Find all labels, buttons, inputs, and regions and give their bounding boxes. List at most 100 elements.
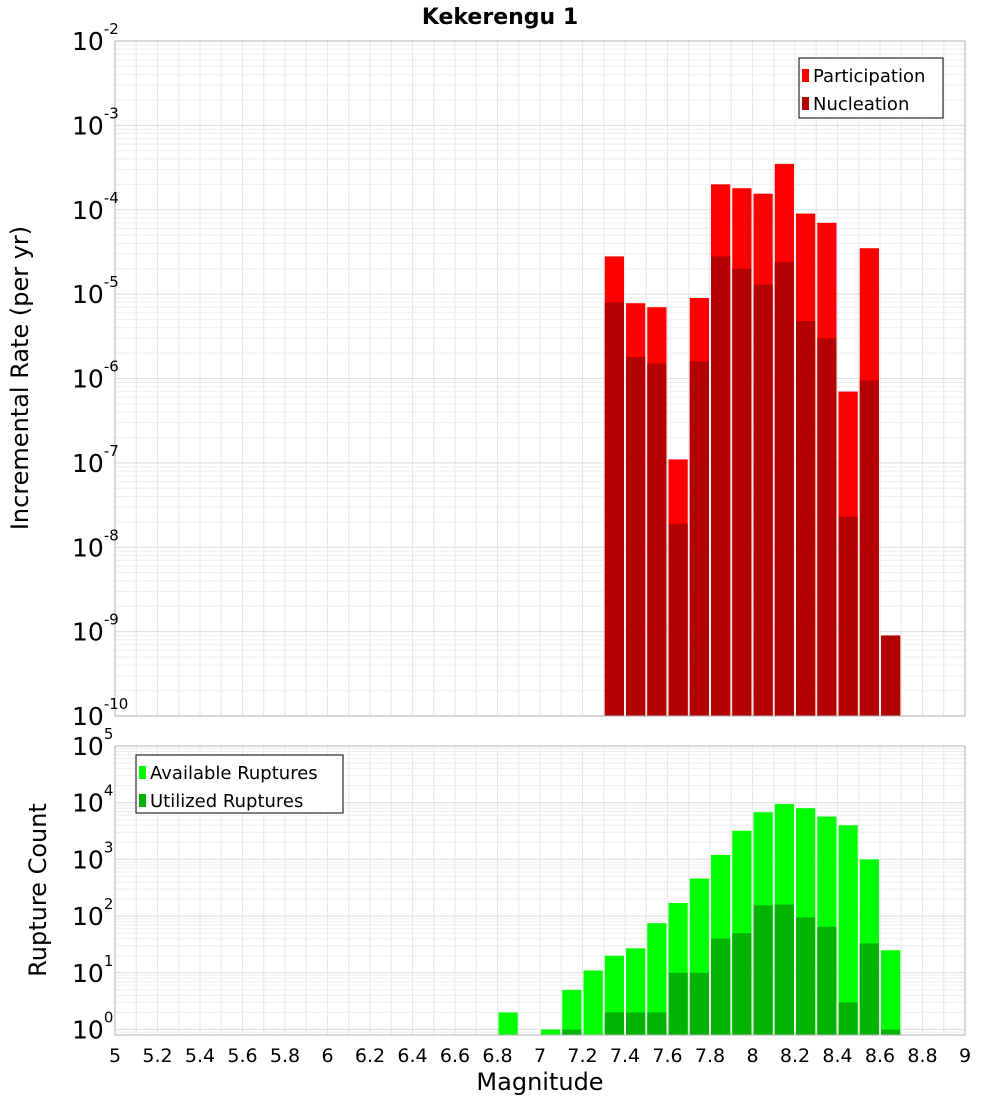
bottom-bar-utilized-ruptures	[626, 1012, 646, 1035]
top-legend-box	[798, 57, 944, 119]
y-tick-base: 10	[72, 1016, 104, 1045]
y-tick-exponent: 1	[104, 952, 114, 970]
y-tick-base: 10	[72, 959, 104, 988]
bottom-y-tick-label: 102	[72, 895, 113, 931]
bottom-bar-utilized-ruptures	[817, 926, 837, 1035]
x-tick-label: 7.6	[652, 1045, 682, 1067]
x-tick-label: 6.8	[482, 1045, 512, 1067]
y-tick-base: 10	[72, 789, 104, 818]
bottom-bar-available-ruptures	[583, 970, 603, 1035]
y-tick-exponent: 4	[104, 782, 114, 800]
x-tick-label: 6.6	[440, 1045, 470, 1067]
bottom-legend: Available Ruptures Utilized Ruptures	[135, 754, 344, 814]
y-tick-base: 10	[72, 196, 104, 225]
top-y-tick-label: 10-10	[72, 695, 128, 731]
y-tick-exponent: -6	[104, 358, 119, 376]
top-y-tick-label: 10-3	[72, 104, 119, 140]
top-y-tick-label: 10-6	[72, 358, 119, 394]
bottom-bar-utilized-ruptures	[647, 1012, 667, 1035]
y-tick-exponent: -4	[104, 189, 119, 207]
bottom-bar-available-ruptures	[562, 989, 582, 1035]
bottom-legend-swatch	[139, 794, 146, 807]
y-tick-exponent: 5	[104, 725, 114, 743]
bottom-bar-available-ruptures	[881, 950, 901, 1035]
y-tick-base: 10	[72, 449, 104, 478]
top-bar-nucleation	[881, 635, 901, 716]
x-tick-label: 6.4	[397, 1045, 427, 1067]
bottom-bar-utilized-ruptures	[774, 904, 794, 1035]
y-tick-exponent: -9	[104, 611, 119, 629]
top-bar-nucleation	[711, 256, 731, 716]
bottom-y-tick-label: 105	[72, 725, 113, 761]
bottom-bar-utilized-ruptures	[562, 1029, 582, 1035]
bottom-bar-utilized-ruptures	[753, 905, 773, 1035]
x-tick-label: 7	[534, 1045, 546, 1067]
y-tick-base: 10	[72, 702, 104, 731]
x-tick-label: 7.8	[695, 1045, 725, 1067]
x-axis-label: Magnitude	[476, 1068, 603, 1096]
x-tick-label: 5	[109, 1045, 121, 1067]
y-tick-exponent: 2	[104, 895, 114, 913]
bottom-bar-utilized-ruptures	[732, 933, 752, 1035]
x-tick-label: 7.2	[567, 1045, 597, 1067]
x-tick-label: 8.6	[865, 1045, 895, 1067]
bottom-bar-utilized-ruptures	[796, 917, 816, 1035]
bottom-bar-available-ruptures	[541, 1029, 561, 1035]
top-legend-label: Nucleation	[813, 94, 909, 115]
top-y-tick-label: 10-8	[72, 526, 119, 562]
y-tick-exponent: -10	[104, 695, 129, 713]
x-tick-label: 6.2	[355, 1045, 385, 1067]
x-tick-label: 8.2	[780, 1045, 810, 1067]
bottom-y-tick-label: 104	[72, 782, 113, 818]
x-tick-labels: 5 5.2 5.4 5.6 5.8 6 6.2 6.4 6.6 6.8 7 7.2 7.4 7.6 7.8 8…	[109, 1045, 971, 1067]
x-tick-label: 9	[959, 1045, 971, 1067]
top-grid	[114, 40, 966, 717]
x-tick-label: 5.4	[185, 1045, 215, 1067]
top-bar-nucleation	[604, 302, 624, 716]
y-tick-base: 10	[72, 280, 104, 309]
bottom-legend-swatch	[139, 766, 146, 779]
bottom-bar-available-ruptures	[838, 825, 858, 1035]
x-tick-label: 8	[746, 1045, 758, 1067]
top-legend-swatch	[802, 97, 809, 110]
y-tick-base: 10	[72, 902, 104, 931]
bottom-bar-available-ruptures	[498, 1012, 518, 1035]
top-bar-nucleation	[732, 268, 752, 716]
top-bar-nucleation	[817, 338, 837, 716]
top-bar-nucleation	[647, 363, 667, 716]
x-tick-label: 8.4	[822, 1045, 852, 1067]
bottom-y-axis-label: Rupture Count	[24, 803, 52, 977]
y-tick-exponent: -5	[104, 273, 119, 291]
bottom-bar-available-ruptures	[647, 923, 667, 1035]
y-tick-base: 10	[72, 533, 104, 562]
y-tick-exponent: -3	[104, 104, 119, 122]
x-tick-label: 8.8	[907, 1045, 937, 1067]
top-bar-nucleation	[838, 516, 858, 716]
bottom-bar-utilized-ruptures	[711, 938, 731, 1035]
top-legend: Participation Nucleation	[798, 57, 944, 119]
bottom-bar-utilized-ruptures	[859, 943, 879, 1035]
y-tick-base: 10	[72, 618, 104, 647]
y-tick-base: 10	[72, 845, 104, 874]
y-tick-exponent: -7	[104, 442, 119, 460]
y-tick-base: 10	[72, 365, 104, 394]
bottom-y-tick-label: 101	[72, 952, 113, 988]
bottom-bar-utilized-ruptures	[881, 1029, 901, 1035]
top-legend-swatch	[802, 69, 809, 82]
bottom-bar-utilized-ruptures	[838, 1002, 858, 1035]
top-bar-nucleation	[689, 361, 709, 716]
bottom-bar-utilized-ruptures	[604, 1012, 624, 1035]
top-bar-nucleation	[753, 284, 773, 716]
x-tick-label: 5.6	[227, 1045, 257, 1067]
top-legend-label: Participation	[813, 66, 925, 87]
bottom-bars	[498, 803, 901, 1035]
bottom-y-tick-label: 100	[72, 1009, 113, 1045]
y-tick-base: 10	[72, 111, 104, 140]
top-bar-nucleation	[796, 321, 816, 716]
bottom-legend-box	[135, 754, 344, 814]
y-tick-base: 10	[72, 732, 104, 761]
y-tick-base: 10	[72, 27, 104, 56]
y-tick-exponent: -2	[104, 20, 119, 38]
